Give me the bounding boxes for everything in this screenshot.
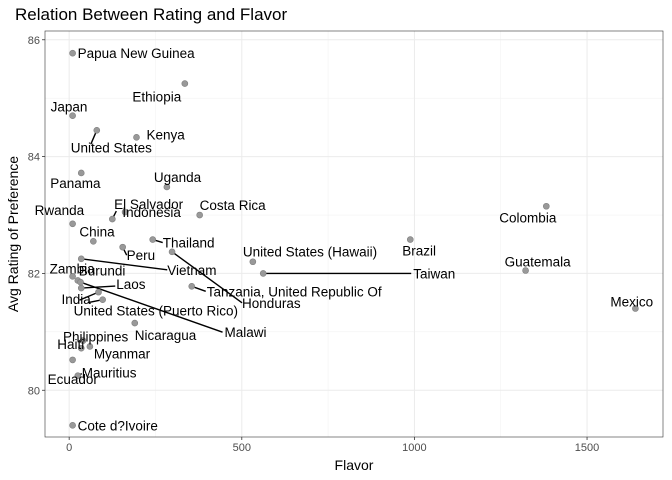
data-label: El Salvador [114, 197, 184, 212]
label-connector [81, 258, 168, 271]
data-label: Mexico [610, 294, 653, 309]
data-point [74, 372, 82, 379]
data-point [522, 267, 529, 274]
data-label: Cote d?Ivoire [78, 418, 158, 433]
data-label: Indonesia [122, 205, 181, 220]
data-point [149, 236, 157, 243]
data-point [119, 243, 126, 251]
data-label: Ethiopia [132, 90, 181, 105]
data-label: Burundi [79, 263, 126, 278]
data-point [406, 236, 414, 243]
data-point [632, 305, 639, 312]
data-label: Honduras [242, 296, 301, 311]
data-label: United States (Puerto Rico) [74, 304, 238, 319]
data-point [69, 273, 76, 280]
data-point [163, 183, 171, 191]
label-connector [79, 291, 99, 301]
data-point [69, 220, 76, 228]
data-point [69, 112, 76, 120]
data-point [109, 215, 116, 223]
data-label: Zambia [50, 261, 96, 276]
chart-title: Relation Between Rating and Flavor [15, 5, 287, 24]
data-label: Haiti [57, 337, 84, 352]
y-axis-title: Avg Rating of Preference [5, 156, 21, 312]
data-point [69, 356, 76, 364]
x-tick-label: 1500 [575, 442, 599, 454]
plot-panel-background [45, 31, 663, 437]
data-label: Rwanda [35, 203, 85, 218]
data-label: Panama [50, 176, 101, 191]
data-point [69, 422, 76, 429]
data-label: United States [71, 140, 152, 155]
y-tick-label: 84 [28, 152, 40, 164]
plot-panel [44, 30, 664, 438]
data-label: Ecuador [48, 372, 99, 387]
data-point [77, 344, 85, 352]
data-label: Nicaragua [135, 328, 197, 343]
data-point [77, 278, 84, 286]
data-label: India [62, 292, 92, 307]
data-label: Colombia [499, 210, 557, 225]
axis-ticks: 0 500 1000 1500 80 82 84 86 [28, 35, 600, 454]
data-point [188, 282, 196, 290]
data-point [86, 343, 94, 350]
data-label: Philippines [63, 330, 129, 345]
label-connectors [77, 130, 412, 377]
data-point [133, 134, 140, 141]
data-point [543, 202, 550, 210]
label-connector [80, 281, 223, 333]
data-label: Thailand [163, 236, 215, 251]
data-label: Papua New Guinea [78, 46, 196, 61]
data-point [249, 258, 257, 266]
data-label: Myanmar [94, 346, 151, 361]
data-point [181, 80, 189, 87]
data-point [77, 255, 85, 263]
data-point [77, 169, 85, 177]
data-label: Costa Rica [200, 198, 267, 213]
data-point [77, 284, 85, 292]
data-point [79, 337, 87, 344]
x-tick-label: 0 [66, 442, 72, 454]
data-label: Kenya [146, 127, 185, 142]
data-point [99, 296, 106, 304]
data-label: Uganda [154, 170, 202, 185]
y-tick-label: 86 [28, 35, 40, 47]
data-label: Guatemala [505, 255, 572, 270]
y-tick-label: 82 [28, 268, 40, 280]
data-point [196, 211, 203, 219]
data-point [69, 49, 76, 57]
data-point [90, 238, 97, 245]
data-point [259, 270, 267, 277]
data-label: Peru [127, 248, 156, 263]
data-points [69, 49, 639, 429]
label-connector [171, 251, 243, 304]
x-tick-label: 1000 [402, 442, 426, 454]
data-point [95, 288, 102, 296]
plot-panel-border [44, 30, 664, 438]
data-point [131, 319, 139, 327]
x-axis-title: Flavor [335, 457, 374, 473]
data-label: United States (Hawaii) [243, 245, 377, 260]
y-tick-label: 80 [28, 385, 40, 397]
data-label: Brazil [402, 244, 436, 259]
data-point [168, 248, 176, 256]
label-connector [81, 285, 116, 289]
data-labels: Papua New Guinea Ethiopia Japan United Stat… [35, 46, 654, 433]
data-label: Taiwan [413, 266, 455, 281]
data-label: Tanzania, United Republic Of [207, 284, 382, 299]
data-label: Laos [116, 277, 146, 292]
data-label: China [79, 224, 115, 239]
data-label: Japan [51, 100, 88, 115]
data-label: Vietnam [167, 263, 216, 278]
data-point [121, 208, 129, 216]
data-label: Malawi [225, 325, 267, 340]
data-point [93, 127, 101, 134]
data-label: Mauritius [82, 366, 137, 381]
x-tick-label: 500 [233, 442, 251, 454]
